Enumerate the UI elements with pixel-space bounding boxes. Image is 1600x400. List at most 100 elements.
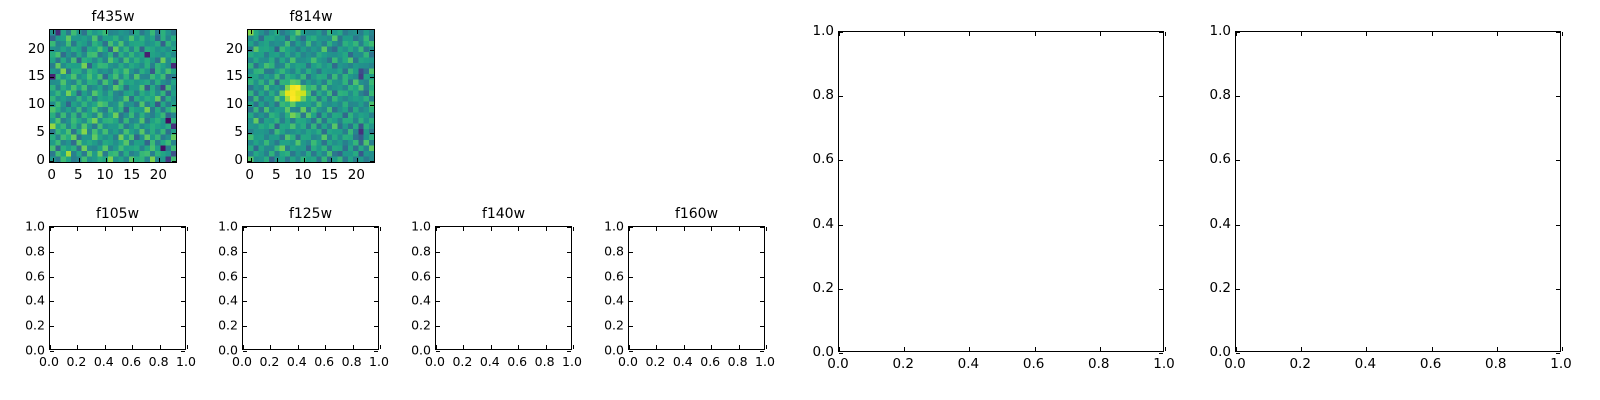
xticklabel-f814w-4: 20 bbox=[347, 167, 365, 183]
yticklabel-f105w-4: 0.8 bbox=[25, 243, 45, 259]
xtick-top-f105w-4 bbox=[159, 227, 161, 231]
yticklabel-f140w-5: 1.0 bbox=[411, 218, 431, 234]
ytick-large-panel-2-0 bbox=[1236, 353, 1240, 354]
xtick-large-panel-1-4 bbox=[1099, 347, 1101, 351]
xticklabel-f125w-5: 1.0 bbox=[369, 354, 389, 369]
ytick-large-panel-2-2 bbox=[1236, 224, 1240, 226]
axes-title-f160w: f160w bbox=[674, 206, 719, 222]
ytick-f125w-0 bbox=[243, 351, 247, 352]
xticklabel-large-panel-2-2: 0.4 bbox=[1354, 356, 1377, 372]
yticklabel-f105w-0: 0.0 bbox=[25, 342, 45, 358]
ytick-right-f814w-3 bbox=[370, 77, 374, 79]
axes-title-f814w: f814w bbox=[289, 9, 333, 25]
yticklabel-f125w-1: 0.2 bbox=[218, 317, 238, 333]
yticklabel-f125w-4: 0.8 bbox=[218, 243, 238, 259]
axes-large-panel-2 bbox=[1235, 31, 1563, 354]
xtick-top-f140w-5 bbox=[573, 227, 574, 231]
ytick-right-f140w-2 bbox=[567, 301, 571, 303]
xtick-f160w-5 bbox=[766, 345, 767, 349]
xticklabel-f105w-4: 0.8 bbox=[148, 354, 169, 369]
yticklabel-f160w-5: 1.0 bbox=[604, 218, 624, 234]
yticklabel-large-panel-2-3: 0.6 bbox=[1209, 151, 1231, 168]
xticklabel-f105w-1: 0.2 bbox=[66, 354, 87, 369]
yticklabel-f814w-4: 20 bbox=[225, 40, 243, 57]
xtick-f160w-4 bbox=[738, 345, 740, 349]
ytick-f160w-3 bbox=[629, 276, 633, 278]
xticklabel-f814w-0: 0 bbox=[245, 167, 254, 183]
ytick-right-f435w-1 bbox=[172, 133, 176, 135]
ytick-right-f140w-3 bbox=[567, 276, 571, 278]
ytick-f814w-1 bbox=[248, 133, 252, 135]
xtick-f140w-3 bbox=[518, 345, 520, 349]
xtick-top-f814w-3 bbox=[330, 30, 332, 34]
xtick-top-f140w-4 bbox=[545, 227, 547, 231]
xticklabel-f160w-3: 0.6 bbox=[700, 354, 721, 369]
xtick-top-f105w-3 bbox=[132, 227, 134, 231]
ytick-right-f160w-0 bbox=[760, 351, 764, 352]
yticklabel-f435w-2: 10 bbox=[27, 96, 45, 113]
ytick-f105w-5 bbox=[50, 227, 54, 228]
ytick-right-large-panel-2-3 bbox=[1556, 160, 1560, 162]
xtick-top-f140w-2 bbox=[490, 227, 492, 231]
ytick-f814w-3 bbox=[248, 77, 252, 79]
xticklabel-f125w-1: 0.2 bbox=[259, 354, 280, 369]
xtick-top-f814w-2 bbox=[304, 30, 305, 34]
xtick-f435w-3 bbox=[132, 158, 134, 162]
yticklabel-f105w-3: 0.6 bbox=[25, 268, 45, 284]
xticklabel-f435w-1: 5 bbox=[74, 167, 83, 183]
yticklabel-f435w-4: 20 bbox=[27, 40, 45, 57]
yticklabel-f125w-3: 0.6 bbox=[218, 268, 238, 284]
xtick-large-panel-2-2 bbox=[1366, 347, 1368, 351]
ytick-right-large-panel-1-1 bbox=[1159, 288, 1163, 290]
yticklabel-f125w-0: 0.0 bbox=[218, 342, 238, 358]
axes-large-panel-1 bbox=[838, 31, 1166, 354]
yticklabel-f140w-3: 0.6 bbox=[411, 268, 431, 284]
xtick-large-panel-1-5 bbox=[1165, 347, 1166, 351]
xticklabel-large-panel-2-0: 0.0 bbox=[1224, 356, 1246, 372]
ytick-right-f105w-3 bbox=[181, 276, 185, 278]
ytick-f105w-1 bbox=[50, 326, 54, 328]
xticklabel-f814w-3: 15 bbox=[321, 167, 339, 183]
xtick-f814w-2 bbox=[304, 158, 305, 162]
ytick-f105w-4 bbox=[50, 251, 54, 253]
xtick-top-large-panel-2-5 bbox=[1562, 32, 1563, 36]
ytick-right-f435w-3 bbox=[172, 77, 176, 79]
xtick-f105w-1 bbox=[77, 345, 79, 349]
xticklabel-large-panel-2-1: 0.2 bbox=[1289, 356, 1311, 372]
xticklabel-large-panel-1-2: 0.4 bbox=[957, 356, 980, 372]
ytick-right-large-panel-1-2 bbox=[1159, 224, 1163, 226]
xtick-top-f125w-4 bbox=[352, 227, 354, 231]
xtick-top-large-panel-2-2 bbox=[1366, 32, 1368, 36]
yticklabel-large-panel-1-5: 1.0 bbox=[812, 23, 834, 39]
ytick-right-f125w-3 bbox=[374, 276, 378, 278]
yticklabel-f814w-3: 15 bbox=[225, 68, 243, 85]
xtick-top-f105w-2 bbox=[104, 227, 106, 231]
ytick-right-f160w-4 bbox=[760, 251, 764, 253]
yticklabel-f140w-0: 0.0 bbox=[411, 342, 431, 358]
axes-f814w: f814w bbox=[247, 9, 375, 163]
xtick-top-f435w-1 bbox=[79, 30, 81, 34]
xtick-top-f105w-5 bbox=[187, 227, 188, 231]
xticklabel-f105w-2: 0.4 bbox=[93, 354, 114, 369]
ytick-right-f435w-4 bbox=[172, 49, 176, 51]
xtick-top-f125w-3 bbox=[325, 227, 327, 231]
ytick-right-f160w-2 bbox=[760, 301, 764, 303]
xtick-f435w-0 bbox=[52, 158, 54, 162]
axes-f435w: f435w bbox=[49, 9, 177, 163]
ytick-right-f160w-3 bbox=[760, 276, 764, 278]
ytick-right-f435w-0 bbox=[172, 161, 176, 163]
ytick-right-f125w-5 bbox=[374, 227, 378, 228]
xticklabel-f105w-5: 1.0 bbox=[176, 354, 196, 369]
xticklabel-f814w-1: 5 bbox=[272, 167, 281, 183]
ytick-f105w-3 bbox=[50, 276, 54, 278]
xtick-top-f435w-3 bbox=[132, 30, 134, 34]
ytick-right-f125w-0 bbox=[374, 351, 378, 352]
xtick-top-f140w-1 bbox=[463, 227, 465, 231]
ytick-right-large-panel-1-5 bbox=[1159, 32, 1163, 33]
xtick-f140w-4 bbox=[545, 345, 547, 349]
ytick-f140w-2 bbox=[436, 301, 440, 303]
ytick-f160w-2 bbox=[629, 301, 633, 303]
ytick-large-panel-1-0 bbox=[839, 353, 843, 354]
xtick-f435w-2 bbox=[106, 158, 107, 162]
ytick-right-f105w-4 bbox=[181, 251, 185, 253]
